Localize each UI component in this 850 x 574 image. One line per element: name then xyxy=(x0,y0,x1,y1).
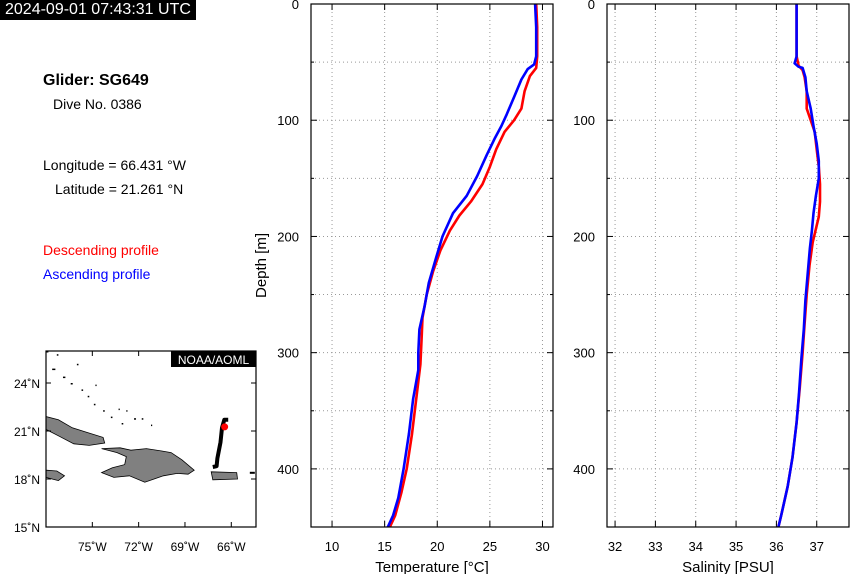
map-lat-label: 21˚N xyxy=(14,425,40,439)
plot-frame xyxy=(606,3,850,528)
map-lon-label: 66˚W xyxy=(217,540,246,554)
small-island xyxy=(46,351,49,353)
x-tick-label: 30 xyxy=(535,539,549,554)
small-island xyxy=(103,410,105,412)
legend-descending: Descending profile xyxy=(43,242,159,258)
cuba-landmass xyxy=(46,416,106,446)
small-island xyxy=(110,416,113,419)
salinity-plot: 32 33 34 35 36 37 0 100 200 300 400 Salinity [PSU] xyxy=(573,0,850,574)
map-lon-label: 75˚W xyxy=(78,540,107,554)
small-island xyxy=(93,403,96,406)
ascending-profile-line xyxy=(386,3,538,528)
map-lat-label: 18˚N xyxy=(14,473,40,487)
timestamp-label: 2024-09-01 07:43:31 UTC xyxy=(0,0,196,20)
glider-track-line xyxy=(212,417,229,469)
y-tick-label: 200 xyxy=(277,229,299,244)
map-credit-box xyxy=(171,351,256,367)
small-island xyxy=(134,418,137,420)
descending-profile-line xyxy=(777,4,822,528)
x-tick-label: 34 xyxy=(688,539,702,554)
small-island xyxy=(56,354,59,356)
inset-map: NOAA/AOML 24˚N 21˚N 18˚N 15˚N 75˚W 72˚W 69˚W 66˚… xyxy=(14,350,257,554)
dive-number: Dive No. 0386 xyxy=(53,96,142,112)
x-tick-label: 36 xyxy=(769,539,783,554)
map-lon-label: 72˚W xyxy=(124,540,153,554)
x-axis-label: Temperature [°C] xyxy=(375,559,489,574)
ascending-profile-line xyxy=(777,4,821,528)
small-island xyxy=(126,410,128,412)
jamaica-landmass xyxy=(46,469,66,482)
longitude-readout: Longitude = 66.431 °W xyxy=(43,157,186,173)
y-tick-label: 200 xyxy=(573,229,595,244)
glider-name: Glider: SG649 xyxy=(43,72,149,89)
plot-frame xyxy=(310,3,554,528)
small-island xyxy=(81,389,84,391)
small-island xyxy=(95,384,97,387)
small-island xyxy=(151,424,153,427)
small-island xyxy=(62,376,66,379)
x-tick-label: 10 xyxy=(325,539,339,554)
puerto-rico-landmass xyxy=(210,471,238,481)
y-tick-label: 400 xyxy=(277,462,299,477)
map-lat-label: 24˚N xyxy=(14,377,40,391)
y-tick-label: 0 xyxy=(588,0,595,12)
legend-ascending: Ascending profile xyxy=(43,266,151,282)
x-tick-label: 32 xyxy=(608,539,622,554)
latitude-readout: Latitude = 21.261 °N xyxy=(55,181,184,197)
small-island xyxy=(249,471,255,474)
hispaniola-landmass xyxy=(100,447,195,483)
small-island xyxy=(76,363,79,366)
small-island xyxy=(121,423,124,425)
y-tick-label: 100 xyxy=(573,113,595,128)
x-tick-label: 33 xyxy=(648,539,662,554)
small-island xyxy=(87,395,90,398)
y-tick-label: 100 xyxy=(277,113,299,128)
descending-profile-line xyxy=(388,3,539,528)
y-axis-label: Depth [m] xyxy=(253,233,270,298)
x-tick-label: 20 xyxy=(430,539,444,554)
x-axis-label: Salinity [PSU] xyxy=(682,559,774,574)
glider-position-marker xyxy=(221,423,229,431)
x-tick-label: 25 xyxy=(483,539,497,554)
x-tick-label: 15 xyxy=(377,539,391,554)
y-tick-label: 400 xyxy=(573,462,595,477)
map-frame xyxy=(45,350,257,528)
y-tick-label: 300 xyxy=(277,346,299,361)
small-island xyxy=(118,408,120,411)
x-tick-label: 37 xyxy=(809,539,823,554)
map-land xyxy=(46,351,255,483)
small-island xyxy=(141,418,144,420)
small-island xyxy=(70,383,73,385)
x-tick-label: 35 xyxy=(729,539,743,554)
map-credit-label: NOAA/AOML xyxy=(178,353,250,367)
y-tick-label: 0 xyxy=(292,0,299,12)
small-island xyxy=(52,368,56,371)
map-lon-label: 69˚W xyxy=(171,540,200,554)
y-tick-label: 300 xyxy=(573,346,595,361)
map-lat-label: 15˚N xyxy=(14,521,40,535)
